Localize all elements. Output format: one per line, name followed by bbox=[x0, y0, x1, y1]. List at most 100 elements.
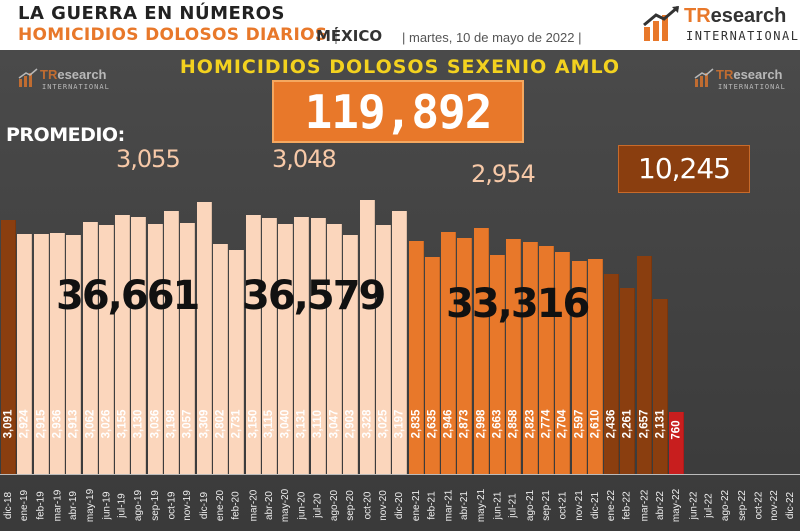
x-tick-label: feb-20 bbox=[229, 478, 244, 528]
x-tick-label: oct-22 bbox=[751, 478, 766, 528]
watermark-text: TResearch bbox=[40, 67, 107, 82]
bar-value-text: 2,436 bbox=[605, 409, 618, 439]
year-sum-2020: 36,579 bbox=[242, 273, 386, 319]
x-tick-label: may-20 bbox=[278, 478, 293, 528]
average-2021: 2,954 bbox=[471, 160, 536, 188]
bar-value-label: 2,873 bbox=[457, 391, 472, 457]
x-tick-text: mar-22 bbox=[639, 489, 650, 522]
watermark-mark-icon bbox=[694, 68, 714, 87]
bar-mar-20 bbox=[246, 215, 261, 474]
x-tick-text: may-22 bbox=[671, 488, 683, 523]
header-separator: | bbox=[327, 25, 340, 45]
bar-value-label: 2,131 bbox=[653, 391, 668, 457]
header-title: LA GUERRA EN NÚMEROS bbox=[18, 3, 285, 24]
bar-value-text: 2,131 bbox=[654, 409, 667, 439]
bar-value-label: 2,731 bbox=[229, 391, 244, 457]
logo-subtext: INTERNATIONAL bbox=[686, 29, 800, 43]
bar-value-text: 2,597 bbox=[573, 409, 586, 439]
bar-ago-19 bbox=[131, 217, 146, 474]
bar-value-label: 2,774 bbox=[539, 391, 554, 457]
x-tick-text: dic-18 bbox=[3, 491, 14, 520]
bar-oct-19 bbox=[164, 211, 179, 474]
x-tick-text: abr-20 bbox=[264, 491, 275, 520]
bar-value-text: 3,115 bbox=[263, 409, 276, 439]
bar-value-text: 2,704 bbox=[556, 409, 569, 439]
bar-value-label: 2,858 bbox=[506, 391, 521, 457]
bar-value-label: 3,328 bbox=[360, 391, 375, 457]
x-tick-text: ago-20 bbox=[329, 489, 341, 522]
x-tick-label: ene-19 bbox=[17, 478, 32, 528]
bar-value-text: 3,155 bbox=[116, 409, 129, 439]
x-tick-label: ene-20 bbox=[213, 478, 228, 528]
watermark-tr: TR bbox=[40, 67, 58, 82]
bar-jul-19 bbox=[115, 215, 130, 474]
x-tick-label: jun-20 bbox=[294, 478, 309, 528]
bar-value-text: 2,802 bbox=[214, 409, 227, 439]
bar-ago-21 bbox=[523, 242, 538, 474]
x-tick-label: dic-18 bbox=[1, 478, 16, 528]
x-tick-label: dic-20 bbox=[392, 478, 407, 528]
watermark-rest: esearch bbox=[57, 67, 107, 82]
bar-value-text: 2,915 bbox=[35, 409, 48, 439]
bar-value-label: 2,436 bbox=[604, 391, 619, 457]
x-tick-label: mar-21 bbox=[441, 478, 456, 528]
x-tick-label: may-19 bbox=[83, 478, 98, 528]
bar-ene-21 bbox=[409, 241, 424, 474]
bar-value-text: 3,047 bbox=[328, 409, 341, 439]
bar-may-19 bbox=[83, 222, 98, 474]
bar-may-22 bbox=[669, 412, 684, 474]
x-tick-text: jun-22 bbox=[688, 491, 699, 520]
x-tick-label: sep-19 bbox=[148, 478, 163, 528]
bar-value-text: 3,026 bbox=[100, 409, 113, 439]
bar-ene-22 bbox=[604, 274, 619, 474]
x-tick-label: ene-21 bbox=[409, 478, 424, 528]
bar-value-text: 3,110 bbox=[312, 409, 325, 439]
bar-value-label: 3,198 bbox=[164, 391, 179, 457]
x-tick-text: dic-22 bbox=[785, 491, 796, 520]
bar-value-label: 2,915 bbox=[34, 391, 49, 457]
x-tick-label: sep-20 bbox=[343, 478, 358, 528]
year-sum-2019: 36,661 bbox=[56, 273, 200, 319]
bar-value-label: 2,946 bbox=[441, 391, 456, 457]
x-tick-text: dic-19 bbox=[199, 491, 210, 520]
x-tick-label: jul-19 bbox=[115, 478, 130, 528]
bar-may-21 bbox=[474, 228, 489, 474]
bar-value-label: 2,835 bbox=[409, 391, 424, 457]
bar-mar-22 bbox=[637, 256, 652, 474]
bar-value-text: 2,835 bbox=[410, 409, 423, 439]
watermark-mark-icon bbox=[18, 68, 38, 87]
x-tick-text: ago-22 bbox=[720, 489, 732, 522]
x-tick-label: jun-22 bbox=[686, 478, 701, 528]
x-tick-text: may-19 bbox=[85, 488, 97, 523]
x-tick-label: ago-20 bbox=[327, 478, 342, 528]
bar-value-label: 2,903 bbox=[343, 391, 358, 457]
x-tick-label: mar-20 bbox=[246, 478, 261, 528]
x-tick-text: feb-19 bbox=[36, 491, 48, 520]
x-tick-text: jun-19 bbox=[101, 491, 112, 520]
bar-value-text: 2,731 bbox=[230, 409, 243, 439]
bar-feb-21 bbox=[425, 257, 440, 474]
x-tick-label: jun-19 bbox=[99, 478, 114, 528]
x-tick-text: sep-19 bbox=[150, 490, 162, 521]
bar-value-label: 2,261 bbox=[620, 391, 635, 457]
bar-feb-20 bbox=[229, 250, 244, 474]
bar-value-label: 3,110 bbox=[311, 391, 326, 457]
x-tick-label: ene-22 bbox=[604, 478, 619, 528]
x-tick-label: oct-19 bbox=[164, 478, 179, 528]
bar-feb-22 bbox=[620, 288, 635, 474]
x-tick-label: feb-19 bbox=[34, 478, 49, 528]
bar-abr-22 bbox=[653, 299, 668, 474]
bar-value-text: 3,150 bbox=[247, 409, 260, 439]
bar-jun-19 bbox=[99, 225, 114, 474]
x-tick-text: oct-21 bbox=[557, 491, 569, 520]
watermark-logo-right: TResearch INTERNATIONAL bbox=[694, 67, 785, 97]
x-tick-text: ago-21 bbox=[525, 489, 537, 522]
bar-value-label: 2,913 bbox=[66, 391, 81, 457]
x-tick-text: nov-20 bbox=[378, 490, 390, 521]
x-tick-text: feb-20 bbox=[231, 491, 243, 520]
bar-value-text: 2,774 bbox=[540, 409, 553, 439]
bar-dic-19 bbox=[197, 202, 212, 474]
logo-text: TResearch bbox=[684, 5, 786, 28]
bar-abr-20 bbox=[262, 218, 277, 474]
bar-value-label: 2,704 bbox=[555, 391, 570, 457]
